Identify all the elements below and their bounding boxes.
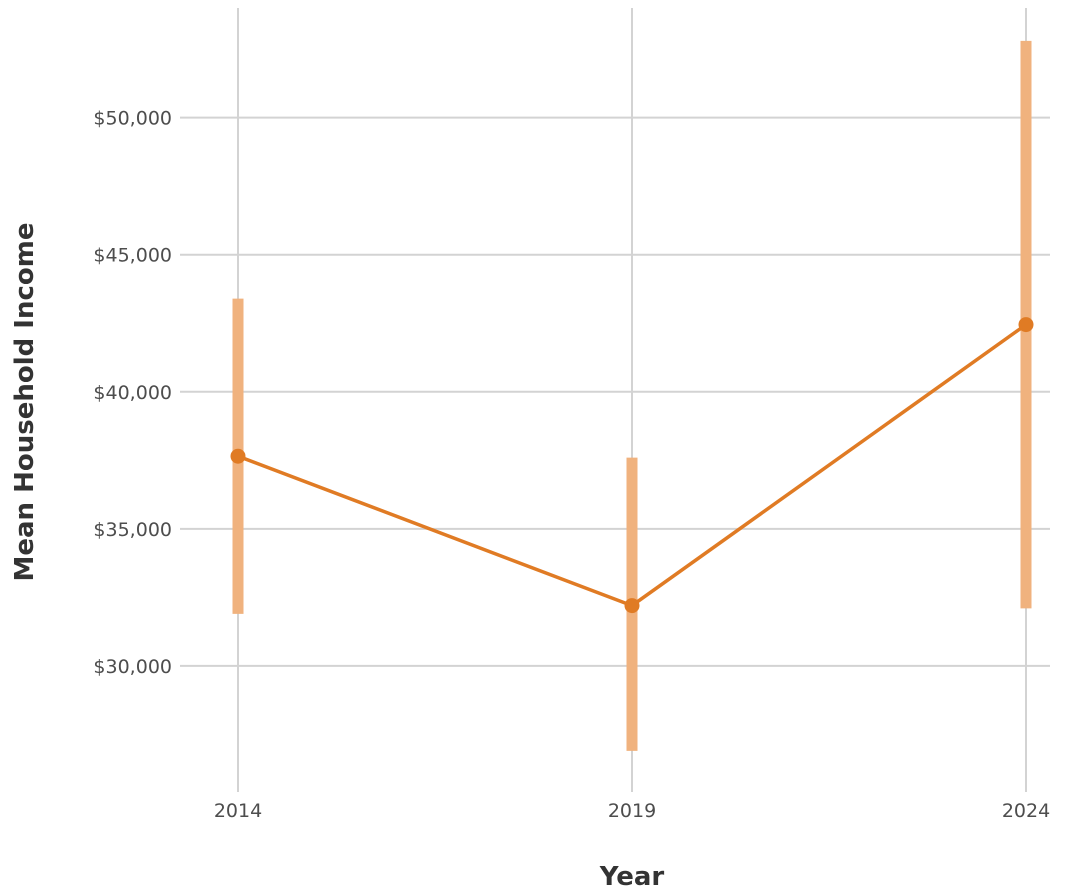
x-tick-label: 2019 — [608, 800, 656, 822]
y-tick-label: $40,000 — [93, 382, 172, 404]
data-points — [230, 317, 1034, 614]
data-point — [624, 598, 640, 614]
data-point — [1018, 317, 1034, 333]
x-tick-label: 2014 — [214, 800, 262, 822]
y-tick-label: $30,000 — [93, 656, 172, 678]
y-tick-label: $35,000 — [93, 519, 172, 541]
data-point — [230, 448, 246, 464]
y-axis-title: Mean Household Income — [10, 223, 40, 582]
x-axis-tick-labels: 2014 2019 2024 — [214, 800, 1050, 822]
y-tick-label: $50,000 — [93, 108, 172, 130]
x-axis-title: Year — [599, 862, 665, 892]
x-tick-label: 2024 — [1002, 800, 1050, 822]
y-tick-label: $45,000 — [93, 245, 172, 267]
y-axis-tick-labels: $30,000 $35,000 $40,000 $45,000 $50,000 — [93, 108, 172, 678]
